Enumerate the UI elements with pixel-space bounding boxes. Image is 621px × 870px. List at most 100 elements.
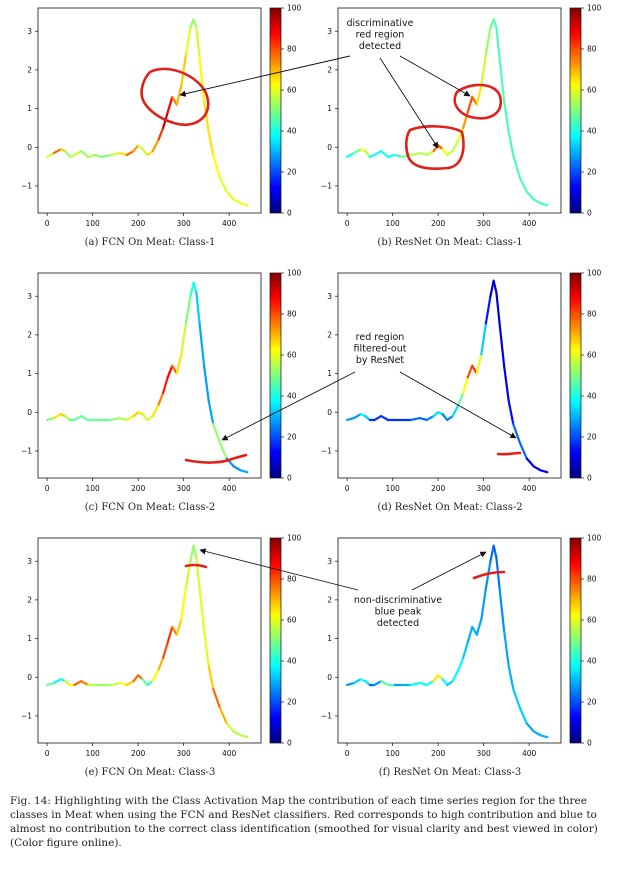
- cam-segment: [532, 730, 542, 737]
- cam-segment: [162, 641, 169, 660]
- cam-segment: [364, 150, 371, 159]
- y-tick-label: 3: [27, 292, 32, 301]
- cam-segment: [180, 53, 188, 87]
- cam-segment: [457, 656, 465, 671]
- colorbar-tick-label: 80: [287, 310, 297, 319]
- cam-segment: [73, 415, 83, 422]
- cam-segment: [475, 84, 483, 106]
- cam-segment: [466, 95, 474, 114]
- plot-frame: [37, 272, 262, 479]
- colorbar-tick-label: 40: [287, 127, 297, 136]
- cam-segment: [518, 707, 528, 725]
- cam-segment: [203, 629, 210, 667]
- y-tick-label: 1: [327, 634, 332, 643]
- cam-segment: [175, 618, 183, 636]
- panel-f: 0 100 200 300 400 3 2 1 0 −1 0 20 40 60 80 100: [321, 534, 602, 758]
- subcaption-d: (d) ResNet On Meat: Class-2: [377, 502, 523, 513]
- cam-segment: [512, 687, 522, 710]
- colorbar-tick-label: 20: [587, 168, 597, 177]
- y-tick-label: 2: [27, 595, 32, 604]
- cam-segment: [125, 415, 135, 422]
- y-tick-label: 0: [27, 408, 32, 417]
- cam-segment: [175, 353, 183, 375]
- cam-segment: [218, 177, 228, 193]
- cam-segment: [346, 416, 356, 422]
- arrow-to-fcn-peak-3: [199, 548, 359, 591]
- cam-segment: [503, 364, 510, 402]
- cam-segment: [425, 150, 435, 157]
- arrow-to-resnet-tail: [399, 371, 517, 439]
- cam-segment: [175, 84, 183, 106]
- cam-series-line: [346, 544, 549, 739]
- x-tick-label: 400: [222, 219, 237, 228]
- cam-segment: [498, 587, 506, 632]
- x-tick-label: 0: [45, 484, 50, 493]
- y-tick-label: −1: [21, 712, 32, 721]
- cam-segment: [225, 722, 235, 733]
- cam-segment: [525, 722, 535, 733]
- annotation-overlays: discriminative red region detected red regi…: [140, 18, 522, 629]
- annotation-discriminative: discriminative red region detected: [347, 18, 414, 52]
- subcaption-b: (b) ResNet On Meat: Class-1: [377, 237, 523, 248]
- colorbar-tick-label: 60: [287, 351, 297, 360]
- x-tick-label: 100: [385, 484, 400, 493]
- cam-segment: [141, 413, 149, 422]
- cam-segment: [198, 587, 206, 632]
- cam-segment: [380, 680, 390, 687]
- plot-frame: [37, 537, 262, 744]
- colorbar-tick-label: 80: [287, 575, 297, 584]
- cam-segment: [52, 413, 62, 420]
- cam-segment: [166, 364, 174, 379]
- panel-c: 0 100 200 300 400 3 2 1 0 −1 0 20 40 60 80 100: [21, 269, 302, 493]
- colorbar-tick-label: 0: [587, 209, 592, 218]
- panel-b: 0 100 200 300 400 3 2 1 0 −1 0 20 40 60 80 100: [321, 4, 602, 228]
- plot-frame: [337, 537, 562, 744]
- cam-segment: [192, 18, 198, 29]
- colorbar-tick-label: 20: [287, 698, 297, 707]
- y-tick-label: −1: [321, 712, 332, 721]
- x-tick-label: 400: [522, 749, 537, 758]
- colorbar-tick-label: 20: [587, 433, 597, 442]
- annotation-filtered: red region filtered-out by ResNet: [354, 332, 407, 366]
- y-tick-label: −1: [321, 447, 332, 456]
- cam-segment: [93, 153, 103, 159]
- x-tick-label: 400: [222, 749, 237, 758]
- y-tick-label: 0: [327, 673, 332, 682]
- y-tick-label: 0: [327, 143, 332, 152]
- y-tick-label: 0: [27, 673, 32, 682]
- y-tick-label: 2: [327, 330, 332, 339]
- cam-segment: [141, 678, 149, 687]
- cam-segment: [441, 148, 449, 157]
- colorbar-tick-label: 80: [587, 575, 597, 584]
- x-tick-label: 0: [345, 484, 350, 493]
- cam-segment: [518, 177, 528, 193]
- cam-segment: [539, 202, 549, 207]
- cam-segment: [498, 57, 506, 102]
- y-tick-label: 1: [27, 369, 32, 378]
- cam-segment: [441, 678, 449, 687]
- y-tick-label: 2: [27, 65, 32, 74]
- cam-segment: [212, 687, 222, 710]
- colorbar-tick-label: 80: [587, 310, 597, 319]
- y-tick-label: 1: [27, 634, 32, 643]
- subcaption-f: (f) ResNet On Meat: Class-3: [378, 767, 522, 778]
- cam-segment: [151, 138, 160, 153]
- colorbar-tick-label: 0: [287, 474, 292, 483]
- x-tick-label: 100: [85, 749, 100, 758]
- cam-segment: [192, 544, 198, 559]
- panel-a: 0 100 200 300 400 3 2 1 0 −1 0 20 40 60 80 100: [21, 4, 302, 228]
- y-tick-label: 0: [27, 143, 32, 152]
- cam-segment: [495, 291, 501, 325]
- x-tick-label: 300: [476, 749, 491, 758]
- x-tick-label: 0: [45, 219, 50, 228]
- cam-segment: [195, 291, 201, 325]
- cam-segment: [441, 413, 449, 422]
- cam-segment: [492, 18, 498, 29]
- colorbar-tick-label: 60: [587, 616, 597, 625]
- x-tick-label: 0: [345, 749, 350, 758]
- colorbar-tick-label: 20: [287, 433, 297, 442]
- cam-segment: [207, 664, 215, 690]
- cam-segment: [498, 322, 506, 367]
- cam-series-line: [46, 18, 249, 207]
